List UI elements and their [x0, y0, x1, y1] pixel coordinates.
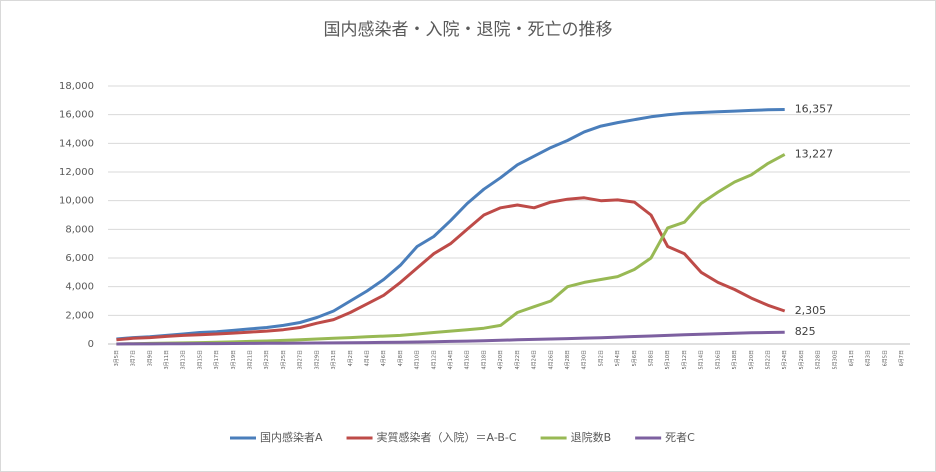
x-tick-label: 5月24日: [782, 350, 788, 370]
series-line: [116, 196, 786, 342]
x-tick-label: 5月22日: [765, 350, 771, 370]
x-tick-label: 4月18日: [481, 350, 487, 370]
x-tick-label: 5月30日: [832, 350, 838, 370]
x-tick-label: 5月12日: [682, 350, 688, 370]
x-tick-label: 4月12日: [431, 350, 437, 370]
y-tick-label: 14,000: [59, 138, 94, 149]
x-tick-label: 6月1日: [849, 350, 855, 366]
x-tick-label: 3月13日: [181, 350, 187, 370]
x-tick-label: 5月10日: [665, 350, 671, 370]
x-tick-label: 3月31日: [331, 350, 337, 370]
x-tick-label: 6月7日: [899, 350, 905, 366]
x-tick-label: 3月21日: [248, 350, 254, 370]
data-label: 2,305: [795, 304, 827, 317]
x-tick-label: 4月6日: [381, 350, 387, 366]
x-tick-label: 5月18日: [732, 350, 738, 370]
x-tick-label: 4月8日: [398, 350, 404, 366]
y-tick-label: 2,000: [65, 310, 94, 321]
x-tick-label: 3月23日: [264, 350, 270, 370]
legend-label: 退院数B: [571, 430, 612, 444]
y-tick-label: 10,000: [59, 196, 94, 207]
x-tick-label: 4月28日: [565, 350, 571, 370]
y-tick-label: 8,000: [65, 224, 94, 235]
x-tick-label: 3月5日: [114, 350, 120, 366]
data-label: 13,227: [795, 147, 834, 160]
x-tick-label: 5月6日: [632, 350, 638, 366]
y-tick-label: 0: [88, 339, 94, 350]
x-tick-label: 4月2日: [348, 350, 354, 366]
x-tick-label: 3月19日: [231, 350, 237, 370]
x-tick-label: 5月2日: [598, 350, 604, 366]
x-tick-label: 5月16日: [715, 350, 721, 370]
x-tick-label: 3月9日: [147, 350, 153, 366]
legend-label: 実質感染者（入院）＝A-B-C: [377, 430, 517, 444]
legend-label: 国内感染者A: [260, 430, 323, 444]
x-tick-label: 5月8日: [649, 350, 655, 366]
x-tick-label: 4月16日: [465, 350, 471, 370]
x-tick-label: 5月20日: [749, 350, 755, 370]
data-label: 16,357: [795, 103, 834, 116]
series-line: [116, 330, 785, 346]
y-tick-label: 6,000: [65, 253, 94, 264]
x-tick-label: 3月25日: [281, 350, 287, 370]
x-tick-label: 4月4日: [364, 350, 370, 366]
x-tick-label: 3月15日: [197, 350, 203, 370]
x-tick-label: 4月10日: [415, 350, 421, 370]
x-tick-label: 4月30日: [582, 350, 588, 370]
x-tick-label: 6月5日: [882, 350, 888, 366]
x-tick-label: 4月24日: [532, 350, 538, 370]
legend-label: 死者C: [665, 431, 695, 444]
data-label: 825: [795, 325, 816, 338]
y-tick-label: 4,000: [65, 282, 94, 293]
x-tick-label: 5月14日: [699, 350, 705, 370]
series-line: [116, 108, 785, 341]
x-tick-label: 5月4日: [615, 350, 621, 366]
y-tick-label: 16,000: [59, 110, 94, 121]
x-tick-label: 6月3日: [866, 350, 872, 366]
x-tick-label: 4月14日: [448, 350, 454, 370]
x-tick-label: 4月20日: [498, 350, 504, 370]
x-tick-label: 3月27日: [298, 350, 304, 370]
x-tick-label: 3月7日: [131, 350, 137, 366]
x-tick-label: 3月11日: [164, 350, 170, 370]
x-tick-label: 3月17日: [214, 350, 220, 370]
y-tick-label: 12,000: [59, 167, 94, 178]
x-tick-label: 3月29日: [314, 350, 320, 370]
y-tick-label: 18,000: [59, 81, 94, 92]
x-tick-label: 4月26日: [548, 350, 554, 370]
x-tick-label: 5月28日: [816, 350, 822, 370]
x-tick-label: 5月26日: [799, 350, 805, 370]
chart-title: 国内感染者・入院・退院・死亡の推移: [324, 20, 613, 40]
x-tick-label: 4月22日: [515, 350, 521, 370]
